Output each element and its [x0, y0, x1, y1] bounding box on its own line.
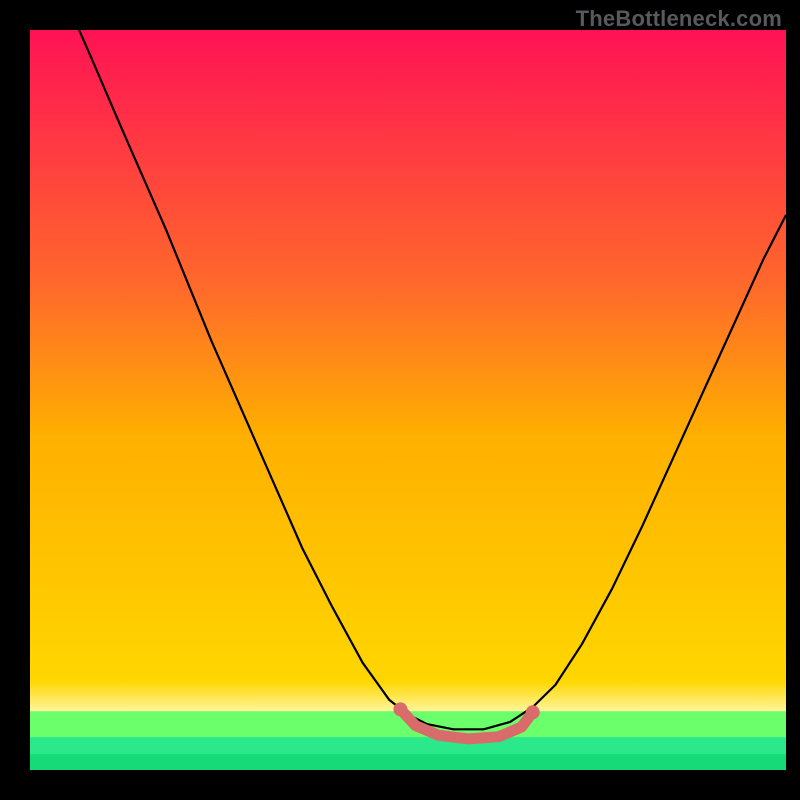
chart-svg	[0, 0, 800, 800]
chart-frame: TheBottleneck.com	[0, 0, 800, 800]
trough-endpoint-dot	[393, 702, 407, 716]
watermark-text: TheBottleneck.com	[576, 6, 782, 32]
chart-border	[0, 770, 800, 800]
chart-border	[0, 0, 30, 800]
chart-border	[786, 0, 800, 800]
trough-endpoint-dot	[526, 705, 540, 719]
plot-background	[30, 30, 786, 770]
